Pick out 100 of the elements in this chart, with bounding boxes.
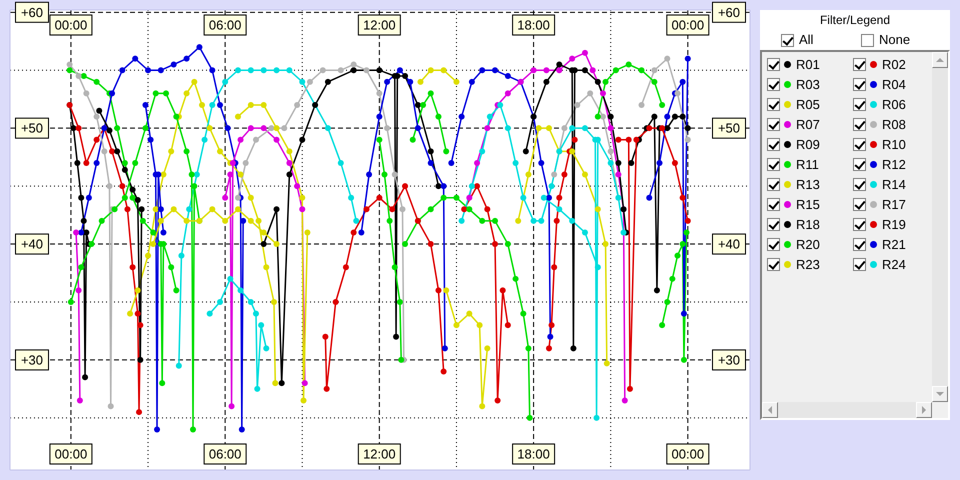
legend-label: R13: [796, 176, 820, 192]
point: [530, 67, 537, 74]
point: [98, 218, 105, 224]
point: [158, 206, 164, 212]
point: [299, 136, 306, 143]
point: [680, 356, 687, 363]
point: [114, 148, 120, 154]
legend-label: R05: [796, 96, 820, 112]
point: [234, 114, 241, 120]
point: [382, 172, 388, 178]
point: [148, 136, 154, 143]
point: [108, 403, 114, 410]
point: [109, 90, 116, 96]
point: [594, 264, 601, 270]
point: [306, 78, 313, 85]
legend-title: Filter/Legend: [818, 13, 892, 27]
point: [612, 67, 619, 74]
point: [638, 102, 645, 108]
x-tick-label: 00:00: [54, 446, 88, 462]
point: [324, 125, 331, 132]
point: [476, 322, 483, 328]
point: [332, 298, 339, 305]
point: [140, 218, 146, 224]
point: [540, 194, 547, 201]
point: [633, 136, 640, 143]
point: [338, 67, 344, 74]
point: [530, 218, 537, 224]
point: [684, 136, 691, 143]
point: [142, 125, 148, 132]
point: [402, 241, 408, 248]
point: [620, 229, 627, 236]
point: [651, 78, 658, 85]
y2-tick-label: +50: [718, 120, 740, 136]
legend-label: R07: [796, 116, 820, 132]
point: [659, 322, 666, 328]
point: [209, 67, 216, 74]
point: [600, 90, 606, 96]
point: [680, 194, 686, 201]
point: [358, 229, 364, 236]
point: [392, 264, 398, 270]
point: [684, 229, 690, 236]
legend-label: R04: [882, 76, 906, 92]
point: [551, 172, 558, 178]
point: [196, 44, 202, 50]
point: [238, 287, 244, 294]
point: [145, 252, 152, 259]
point: [569, 125, 576, 132]
point: [608, 125, 614, 132]
point: [130, 264, 136, 270]
point: [324, 78, 331, 85]
point: [672, 160, 678, 166]
legend-label: R11: [796, 156, 819, 172]
point: [520, 310, 526, 317]
point: [448, 160, 454, 166]
point: [178, 252, 184, 259]
point: [440, 368, 447, 375]
point: [684, 218, 691, 224]
point: [80, 218, 87, 224]
point: [556, 194, 562, 201]
point: [302, 380, 308, 386]
point: [299, 78, 306, 85]
point: [608, 148, 614, 154]
y-tick-label: +50: [20, 120, 44, 136]
point: [191, 183, 198, 190]
point: [608, 114, 614, 120]
point: [468, 183, 475, 190]
point: [112, 206, 118, 212]
point: [443, 287, 450, 294]
point: [109, 148, 116, 154]
point: [428, 241, 434, 248]
point: [484, 206, 490, 212]
point: [453, 322, 460, 328]
y-tick-label: +40: [20, 236, 44, 252]
point: [428, 67, 434, 74]
point: [83, 160, 90, 166]
point: [590, 67, 596, 74]
point: [548, 322, 555, 328]
point: [674, 252, 681, 259]
point: [664, 56, 670, 62]
point: [191, 78, 198, 85]
point: [168, 148, 174, 154]
point: [286, 67, 292, 74]
point: [252, 310, 259, 317]
point: [124, 206, 130, 212]
point: [525, 345, 532, 352]
point: [622, 397, 628, 404]
point: [88, 241, 94, 248]
point: [594, 206, 601, 212]
point: [350, 67, 357, 74]
legend-label: R23: [796, 256, 820, 272]
point: [159, 380, 166, 386]
point: [160, 172, 166, 178]
point: [651, 67, 658, 74]
point: [538, 160, 544, 166]
point: [468, 78, 475, 85]
point: [504, 241, 511, 248]
point: [338, 160, 344, 166]
point: [260, 125, 267, 132]
point: [209, 102, 216, 108]
point: [504, 73, 511, 80]
